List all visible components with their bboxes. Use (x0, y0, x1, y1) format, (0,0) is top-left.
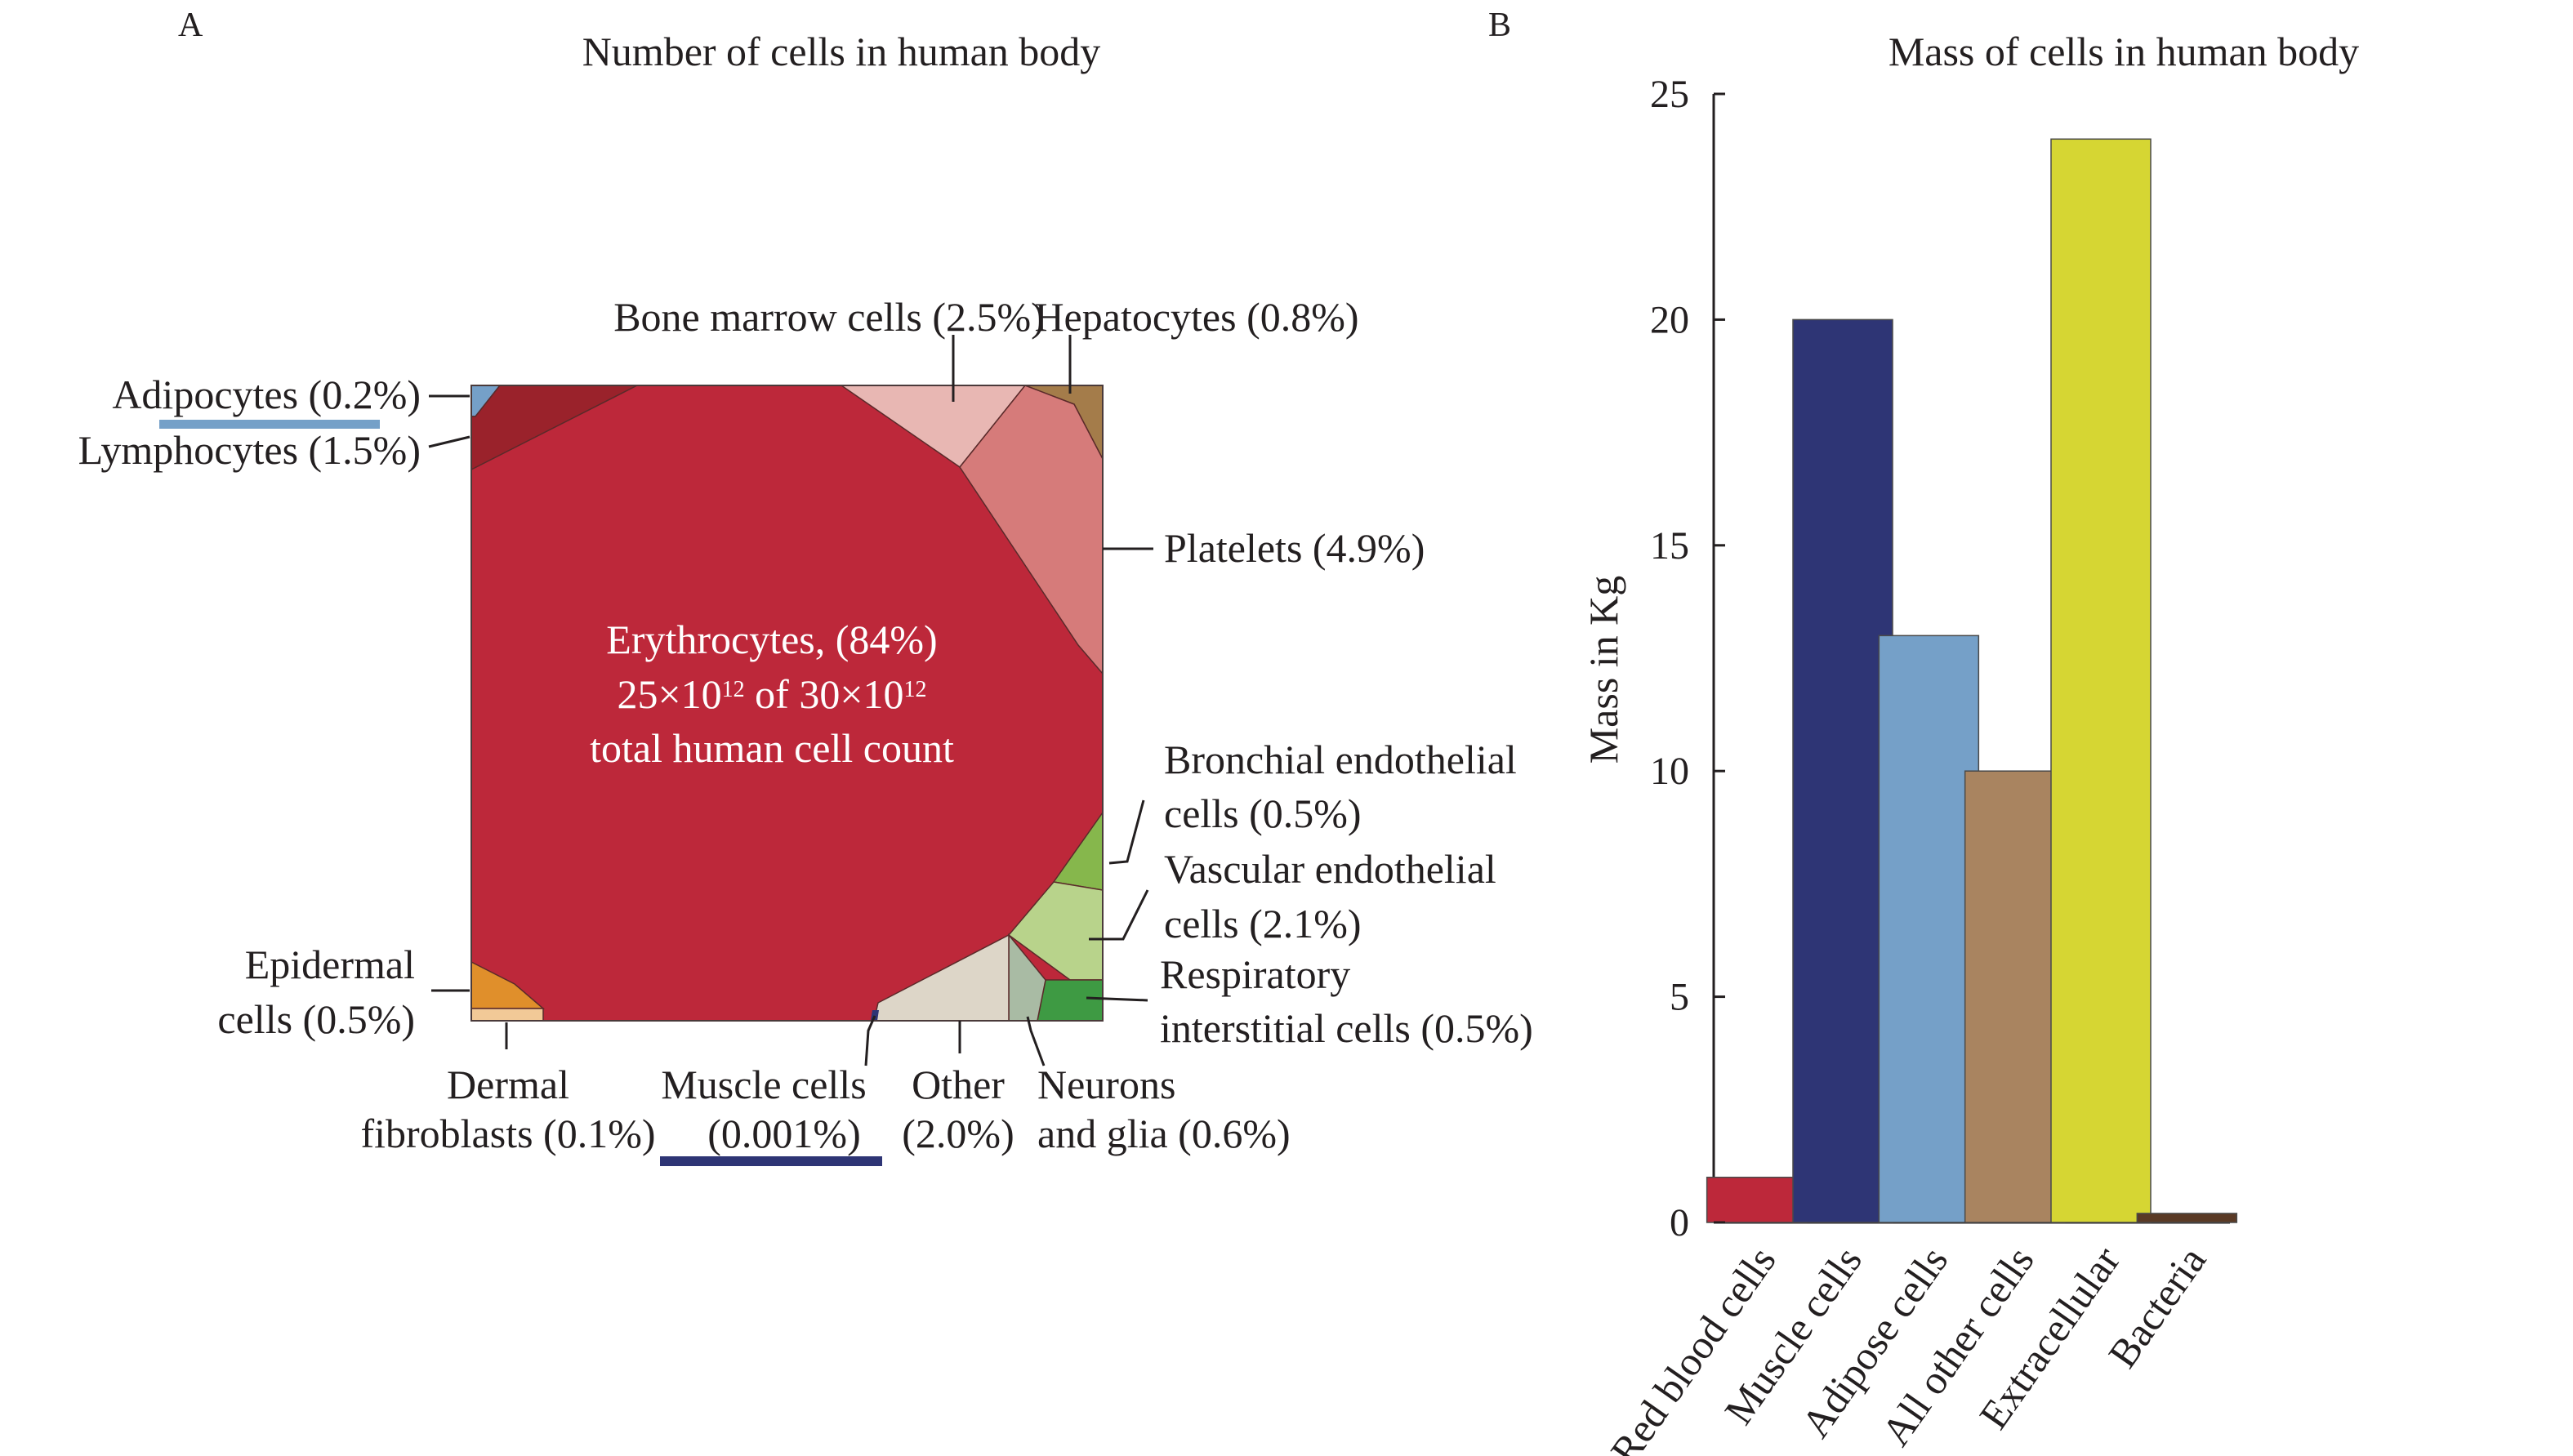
erythrocytes-label: Erythrocytes, (84%) (606, 617, 937, 662)
bronchial-label-line1: Bronchial endothelial (1164, 737, 1517, 782)
muscle-underline (660, 1156, 882, 1166)
bar (1964, 770, 2066, 1223)
leader-lines (428, 335, 1153, 1066)
muscle-label-line1: Muscle cells (661, 1062, 866, 1107)
dermal-label-line1: Dermal (447, 1062, 569, 1107)
panel-b-letter: B (1488, 7, 1511, 44)
neurons-label-line2: and glia (0.6%) (1037, 1111, 1291, 1156)
panel-a-title: Number of cells in human body (582, 29, 1101, 74)
bar (1706, 1176, 1808, 1223)
cell-count-mosaic (470, 385, 1104, 1022)
y-tick-label: 10 (1650, 750, 1689, 793)
epidermal-label-line1: Epidermal (245, 942, 415, 987)
neurons-label-line1: Neurons (1037, 1062, 1175, 1107)
bone-marrow-label: Bone marrow cells (2.5%) (613, 294, 1045, 340)
y-tick-label: 25 (1650, 73, 1689, 116)
adipocytes-underline (159, 420, 380, 429)
y-tick-label: 20 (1650, 298, 1689, 341)
adipocytes-label: Adipocytes (0.2%) (112, 372, 421, 417)
y-tick-label: 0 (1670, 1201, 1689, 1245)
vascular-label-line1: Vascular endothelial (1164, 846, 1496, 892)
panel-b: B Mass of cells in human body Mass in Kg… (1488, 7, 2359, 1456)
bar (1792, 318, 1893, 1223)
erythrocytes-count-label: 25×1012 of 30×1012 (617, 671, 926, 717)
chart-bars (1706, 138, 2238, 1223)
respiratory-label-line1: Respiratory (1160, 951, 1350, 997)
respiratory-label-line2: interstitial cells (0.5%) (1160, 1005, 1533, 1051)
chart-ticks: 0 5 10 15 20 25 (1650, 73, 1725, 1245)
bar (2136, 1213, 2238, 1223)
y-axis-label: Mass in Kg (1581, 576, 1626, 764)
segment-respiratory-interstitial (1037, 979, 1104, 1022)
panel-a-letter: A (178, 7, 203, 44)
segment-dermal-fibroblasts (470, 1008, 544, 1022)
dermal-label-line2: fibroblasts (0.1%) (360, 1111, 655, 1156)
hepatocytes-label: Hepatocytes (0.8%) (1034, 294, 1358, 340)
platelets-label: Platelets (4.9%) (1164, 525, 1425, 571)
chart-title: Mass of cells in human body (1889, 29, 2359, 74)
bar (1878, 634, 1980, 1223)
other-label-line2: (2.0%) (902, 1111, 1014, 1156)
vascular-label-line2: cells (2.1%) (1164, 901, 1362, 946)
other-label-line1: Other (912, 1062, 1005, 1107)
muscle-label-line2: (0.001%) (707, 1111, 860, 1156)
bronchial-label-line2: cells (0.5%) (1164, 790, 1362, 836)
epidermal-label-line2: cells (0.5%) (217, 996, 415, 1042)
lymphocytes-label: Lymphocytes (1.5%) (78, 427, 421, 473)
bar (2050, 138, 2152, 1223)
mosaic-border (470, 385, 1104, 1022)
y-tick-label: 5 (1670, 976, 1689, 1019)
panel-a: A Number of cells in human body Erythroc… (78, 7, 1533, 1166)
erythrocytes-total-label: total human cell count (590, 725, 954, 771)
y-tick-label: 15 (1650, 524, 1689, 568)
